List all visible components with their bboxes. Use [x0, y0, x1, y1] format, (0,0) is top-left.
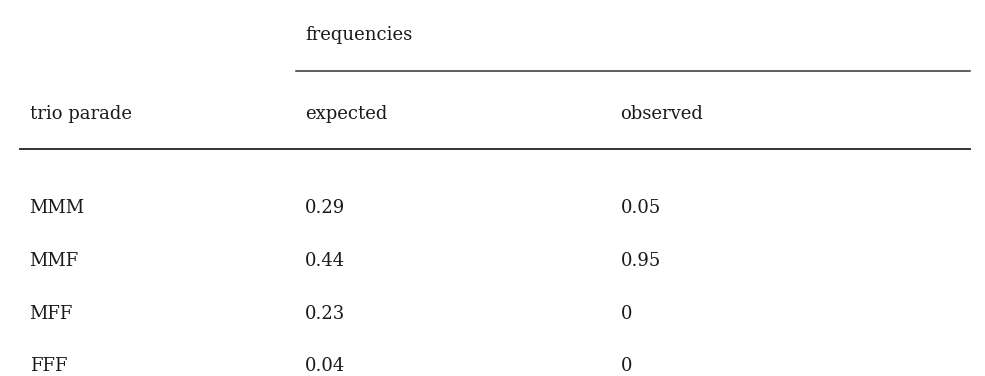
Text: MMM: MMM — [30, 199, 85, 217]
Text: MMF: MMF — [30, 252, 79, 270]
Text: 0: 0 — [621, 305, 632, 323]
Text: trio parade: trio parade — [30, 105, 132, 123]
Text: 0.05: 0.05 — [621, 199, 661, 217]
Text: 0.23: 0.23 — [305, 305, 346, 323]
Text: MFF: MFF — [30, 305, 73, 323]
Text: FFF: FFF — [30, 357, 67, 375]
Text: 0: 0 — [621, 357, 632, 375]
Text: 0.29: 0.29 — [305, 199, 346, 217]
Text: 0.04: 0.04 — [305, 357, 346, 375]
Text: 0.95: 0.95 — [621, 252, 661, 270]
Text: 0.44: 0.44 — [305, 252, 346, 270]
Text: observed: observed — [621, 105, 703, 123]
Text: expected: expected — [305, 105, 388, 123]
Text: frequencies: frequencies — [305, 26, 413, 44]
